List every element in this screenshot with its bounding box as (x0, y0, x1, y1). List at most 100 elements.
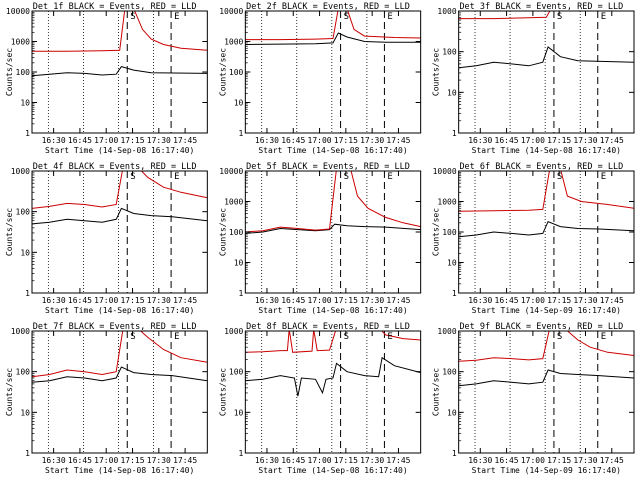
y-axis-label: Counts/sec (5, 208, 14, 256)
marker-label-e: E (601, 332, 606, 342)
x-tick-label: 17:30 (573, 296, 597, 305)
x-tick-label: 17:00 (94, 456, 118, 465)
y-axis-label: Counts/sec (5, 368, 14, 416)
x-tick-label: 17:00 (308, 296, 332, 305)
x-tick-label: 16:30 (468, 296, 492, 305)
y-axis-label: Counts/sec (218, 368, 227, 416)
series-line-2 (245, 11, 421, 41)
marker-label-s: S (557, 12, 562, 22)
x-tick-label: 16:45 (68, 456, 92, 465)
y-tick-label: 1000 (11, 38, 30, 47)
y-tick-label: 100 (442, 228, 457, 237)
y-tick-label: 1 (239, 129, 244, 138)
x-tick-label: 17:30 (147, 296, 171, 305)
x-tick-label: 17:45 (600, 456, 624, 465)
x-tick-label: 17:30 (360, 136, 384, 145)
plot-frame (244, 330, 422, 454)
x-tick-label: 17:30 (573, 456, 597, 465)
y-tick-label: 100 (16, 68, 31, 77)
x-tick-label: 16:45 (68, 136, 92, 145)
y-tick-label: 100 (229, 68, 244, 77)
x-tick-label: 17:45 (386, 136, 410, 145)
y-tick-label: 1000 (224, 198, 243, 207)
chart-title: Det 7f BLACK = Events, RED = LLD (33, 322, 197, 332)
x-tick-label: 16:30 (42, 136, 66, 145)
x-tick-label: 17:30 (573, 136, 597, 145)
x-tick-label: 17:15 (547, 456, 571, 465)
y-tick-label: 1000 (11, 167, 30, 176)
marker-label-s: S (557, 172, 562, 182)
series-line-2 (458, 331, 634, 362)
y-tick-label: 10 (234, 259, 244, 268)
x-tick-label: 17:00 (521, 296, 545, 305)
x-tick-label: 16:45 (495, 136, 519, 145)
x-tick-label: 17:45 (386, 456, 410, 465)
x-tick-label: 17:30 (147, 456, 171, 465)
marker-label-e: E (174, 172, 179, 182)
y-axis-label: Counts/sec (432, 368, 441, 416)
x-tick-label: 17:45 (173, 456, 197, 465)
x-tick-label: 16:30 (42, 456, 66, 465)
y-tick-label: 10000 (219, 7, 243, 16)
x-tick-label: 17:45 (173, 296, 197, 305)
x-tick-label: 17:00 (94, 296, 118, 305)
x-tick-label: 17:30 (360, 456, 384, 465)
x-tick-label: 16:45 (68, 296, 92, 305)
y-tick-label: 10 (20, 248, 30, 257)
x-axis-label: Start Time (14-Sep-08 16:17:40) (45, 306, 194, 315)
plot-frame (31, 330, 208, 454)
x-tick-label: 16:45 (495, 456, 519, 465)
y-tick-label: 1000 (224, 327, 243, 336)
series-line-1 (458, 369, 634, 387)
marker-label-e: E (174, 332, 179, 342)
x-tick-label: 17:30 (360, 296, 384, 305)
y-tick-label: 10000 (433, 167, 457, 176)
y-tick-label: 1000 (437, 198, 456, 207)
y-tick-label: 100 (442, 368, 457, 377)
x-tick-label: 17:15 (547, 296, 571, 305)
x-tick-label: 16:30 (255, 136, 279, 145)
x-axis-label: Start Time (14-Sep-08 16:17:40) (45, 466, 194, 475)
chart-title: Det 8f BLACK = Events, RED = LLD (246, 322, 410, 332)
x-tick-label: 17:00 (521, 456, 545, 465)
marker-label-s: S (344, 172, 349, 182)
chart-title: Det 1f BLACK = Events, RED = LLD (33, 2, 197, 12)
x-tick-label: 17:15 (334, 136, 358, 145)
x-axis-label: Start Time (14-Sep-08 16:17:40) (258, 466, 407, 475)
plot-frame (244, 10, 422, 134)
plot-frame (458, 10, 635, 134)
x-tick-label: 16:30 (468, 456, 492, 465)
chart-title: Det 9f BLACK = Events, RED = LLD (459, 322, 623, 332)
x-tick-label: 17:00 (94, 136, 118, 145)
series-line-1 (245, 356, 421, 397)
y-axis-label: Counts/sec (432, 48, 441, 96)
marker-label-e: E (601, 12, 606, 22)
x-tick-label: 16:45 (495, 296, 519, 305)
x-tick-label: 17:15 (334, 456, 358, 465)
x-tick-label: 16:30 (468, 136, 492, 145)
x-tick-label: 16:45 (281, 296, 305, 305)
plot-frame (244, 170, 422, 294)
y-tick-label: 10 (447, 408, 457, 417)
chart-title: Det 3f BLACK = Events, RED = LLD (459, 2, 623, 12)
x-tick-label: 17:15 (120, 456, 144, 465)
x-tick-label: 17:45 (600, 296, 624, 305)
x-tick-label: 17:45 (386, 296, 410, 305)
x-tick-label: 17:30 (147, 136, 171, 145)
x-tick-label: 17:15 (120, 296, 144, 305)
y-tick-label: 1 (25, 129, 30, 138)
y-tick-label: 1 (452, 289, 457, 298)
y-axis-label: Counts/sec (218, 48, 227, 96)
y-tick-label: 10 (447, 259, 457, 268)
x-tick-label: 17:00 (308, 136, 332, 145)
marker-label-s: S (130, 12, 135, 22)
x-tick-label: 17:45 (173, 136, 197, 145)
plot-frame (31, 10, 208, 134)
series-line-1 (458, 46, 634, 69)
